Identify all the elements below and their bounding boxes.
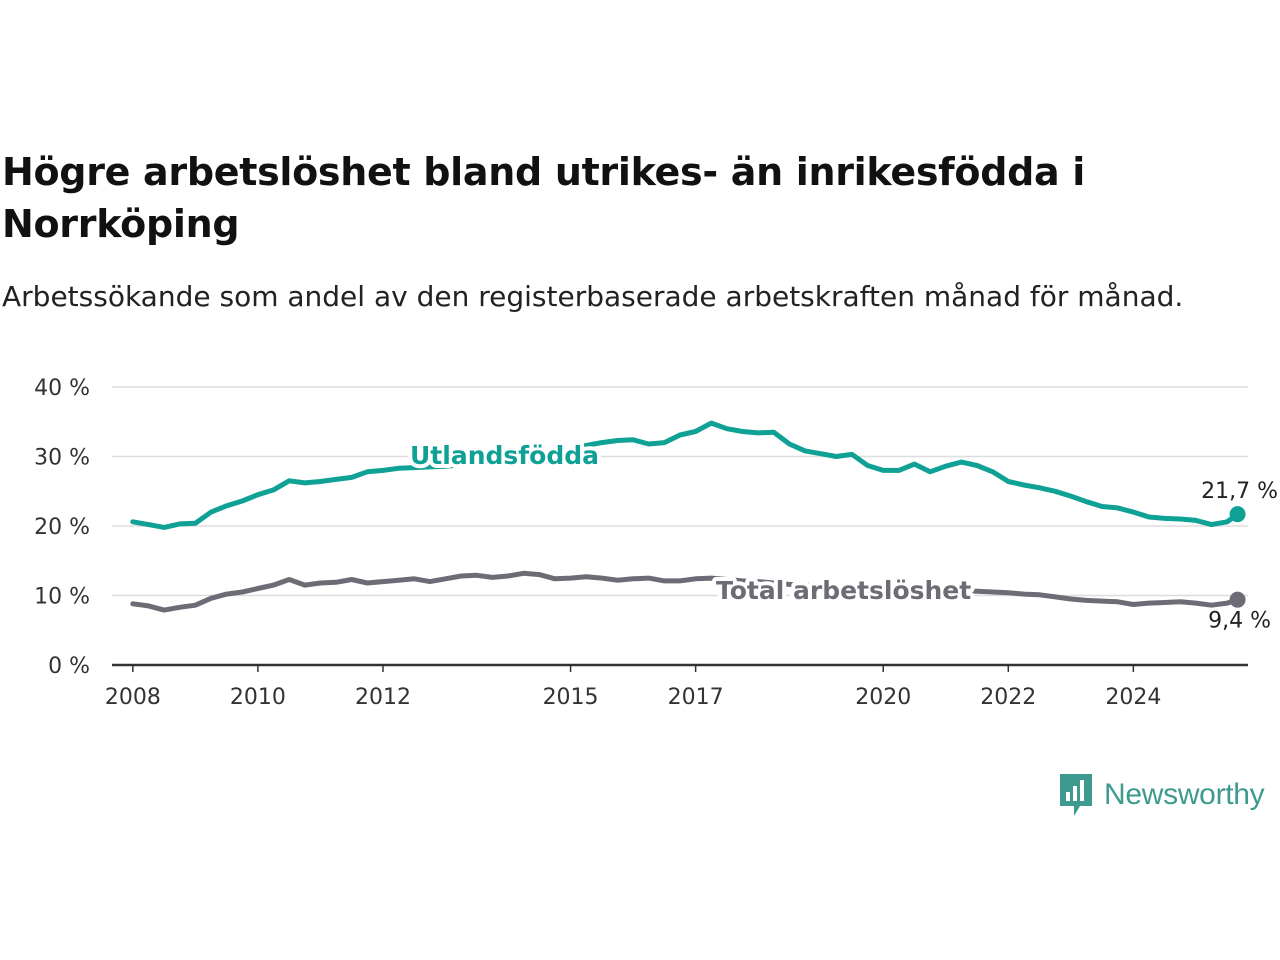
gridlines [112, 386, 1248, 597]
end-point-utlandsfodda [1229, 506, 1246, 523]
x-tick-label: 2015 [543, 685, 599, 710]
series-label-total: Total arbetslöshet [716, 576, 971, 605]
series-line-utlandsfodda [130, 420, 1241, 530]
end-value-label: 9,4 % [1208, 609, 1271, 634]
series-label-utlandsfodda: Utlandsfödda [410, 441, 599, 470]
series-line-total [130, 570, 1241, 613]
end-point-total [1229, 591, 1246, 608]
x-tick-label: 2017 [668, 685, 724, 710]
brand-name: Newsworthy [1104, 778, 1265, 811]
x-tick-label: 2020 [855, 685, 911, 710]
series-layer [130, 420, 1246, 613]
y-tick-label: 30 % [34, 446, 90, 471]
newsworthy-logo-icon [1060, 774, 1092, 816]
x-axis-ticks: 2008 2010 2012 2015 2017 2020 2022 2024 [105, 665, 1161, 710]
brand-logo: Newsworthy [1058, 772, 1265, 818]
x-tick-label: 2010 [230, 685, 286, 710]
y-tick-label: 0 % [48, 654, 90, 679]
y-axis-ticks: 0 % 10 % 20 % 30 % 40 % [34, 376, 90, 679]
x-tick-label: 2008 [105, 685, 161, 710]
chart-subtitle: Arbetssökande som andel av den registerb… [2, 280, 1184, 313]
end-value-label: 21,7 % [1201, 479, 1278, 504]
chart-title: Högre arbetslöshet bland utrikes- än inr… [2, 150, 1085, 246]
y-tick-label: 40 % [34, 376, 90, 401]
x-tick-label: 2024 [1105, 685, 1161, 710]
series-labels: 21,7 % 9,4 % Utlandsfödda Total arbetslöshe… [406, 437, 1280, 636]
x-tick-label: 2012 [355, 685, 411, 710]
y-tick-label: 20 % [34, 515, 90, 540]
x-tick-label: 2022 [980, 685, 1036, 710]
y-tick-label: 10 % [34, 585, 90, 610]
